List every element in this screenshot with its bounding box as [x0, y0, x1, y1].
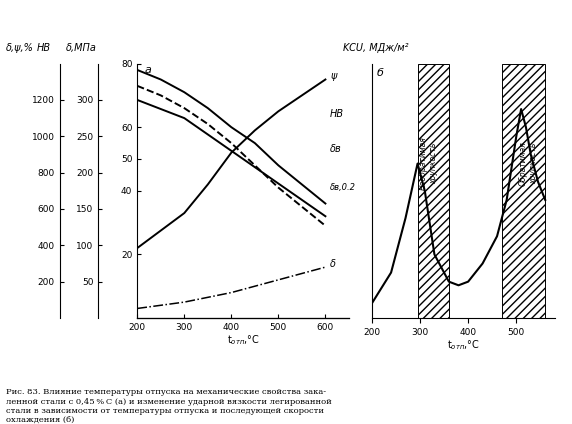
Text: Рис. 83. Влияние температуры отпуска на механические свойства зака-
ленной стали: Рис. 83. Влияние температуры отпуска на … [6, 388, 331, 424]
Bar [418, 64, 449, 318]
Text: δв: δв [330, 145, 342, 154]
X-axis label: t$_{отп}$,°C: t$_{отп}$,°C [447, 338, 480, 352]
Text: δ,ψ,%: δ,ψ,% [6, 43, 34, 53]
Bar [502, 64, 545, 318]
Text: Обратимая
хрупкость: Обратимая хрупкость [519, 141, 538, 186]
Text: KCU, МДж/м²: KCU, МДж/м² [343, 43, 409, 53]
Text: а: а [144, 65, 151, 75]
Text: ψ: ψ [330, 71, 336, 81]
Text: НВ: НВ [37, 43, 51, 53]
Text: δ,МПа: δ,МПа [66, 43, 97, 53]
Text: НВ: НВ [330, 109, 344, 120]
Text: δ: δ [330, 259, 336, 269]
Text: δв,0.2: δв,0.2 [330, 183, 356, 192]
Text: Необратимая
хрупкость: Необратимая хрупкость [419, 137, 438, 190]
Text: б: б [376, 68, 383, 78]
X-axis label: t$_{отп}$,°C: t$_{отп}$,°C [227, 333, 260, 347]
